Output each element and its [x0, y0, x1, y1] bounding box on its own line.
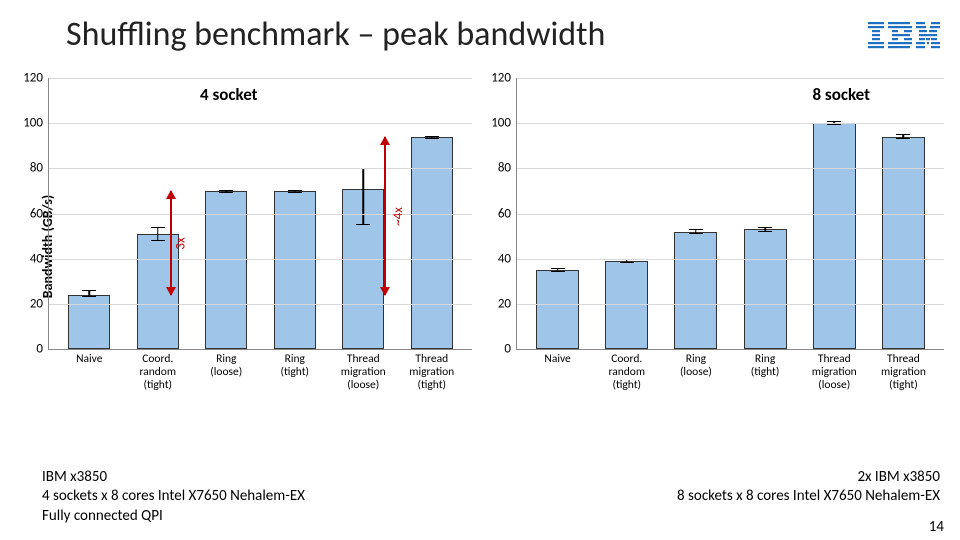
gridline — [517, 123, 944, 124]
x-label: Coord.random(tight) — [124, 353, 193, 393]
x-label: Threadmigration(tight) — [398, 353, 467, 393]
bar — [274, 191, 316, 349]
x-label: Coord.random(tight) — [592, 353, 661, 393]
bar — [536, 270, 579, 349]
y-tick: 0 — [504, 342, 511, 357]
gridline — [517, 259, 944, 260]
y-tick: 100 — [491, 116, 511, 131]
caption-right: 2x IBM x38508 sockets x 8 cores Intel X7… — [677, 468, 940, 527]
error-bar — [425, 136, 439, 139]
x-label: Ring(tight) — [731, 353, 800, 393]
y-tick: 80 — [30, 161, 43, 176]
x-label: Naive — [55, 353, 124, 393]
gridline — [49, 78, 472, 79]
error-bar — [219, 190, 233, 193]
bar — [605, 261, 648, 349]
chart-4-socket: 4 socket NaiveCoord.random(tight)Ring(lo… — [0, 78, 480, 408]
bar — [205, 191, 247, 349]
caption-left: IBM x38504 sockets x 8 cores Intel X7650… — [42, 468, 305, 527]
x-label: Threadmigration(tight) — [869, 353, 938, 393]
charts-container: Bandwidth (GB/s) 4 socket NaiveCoord.ran… — [0, 78, 960, 408]
error-bar — [288, 190, 302, 193]
x-label: Threadmigration(loose) — [329, 353, 398, 393]
error-bar — [896, 134, 910, 139]
y-tick: 60 — [30, 206, 43, 221]
gridline — [49, 168, 472, 169]
annotation-arrow — [384, 137, 386, 295]
error-bar — [356, 168, 370, 224]
slide-number: 14 — [929, 518, 944, 536]
x-label: Ring(tight) — [261, 353, 330, 393]
y-tick: 120 — [23, 71, 43, 86]
gridline — [517, 78, 944, 79]
annotation-label: ~4x — [391, 207, 406, 226]
ibm-logo — [868, 22, 940, 55]
x-label: Ring(loose) — [661, 353, 730, 393]
gridline — [49, 214, 472, 215]
y-tick: 80 — [498, 161, 511, 176]
gridline — [49, 304, 472, 305]
error-bar — [551, 268, 565, 273]
gridline — [49, 123, 472, 124]
y-tick: 40 — [30, 251, 43, 266]
error-bar — [151, 227, 165, 241]
plot-area-right: NaiveCoord.random(tight)Ring(loose)Ring(… — [516, 78, 944, 350]
y-tick: 20 — [30, 296, 43, 311]
y-tick: 100 — [23, 116, 43, 131]
y-tick: 40 — [498, 251, 511, 266]
bar — [674, 232, 717, 349]
x-label: Naive — [523, 353, 592, 393]
y-tick: 60 — [498, 206, 511, 221]
plot-area-left: NaiveCoord.random(tight)Ring(loose)Ring(… — [48, 78, 472, 350]
y-tick: 20 — [498, 296, 511, 311]
gridline — [49, 259, 472, 260]
captions: IBM x38504 sockets x 8 cores Intel X7650… — [42, 468, 940, 527]
x-label: Ring(loose) — [192, 353, 261, 393]
bar — [813, 123, 856, 349]
error-bar — [689, 229, 703, 234]
x-label: Threadmigration(loose) — [800, 353, 869, 393]
gridline — [517, 304, 944, 305]
annotation-label: 3x — [174, 237, 189, 249]
y-tick: 0 — [36, 342, 43, 357]
error-bar — [758, 227, 772, 232]
y-tick: 120 — [491, 71, 511, 86]
bar — [744, 229, 787, 349]
gridline — [517, 168, 944, 169]
annotation-arrow — [170, 191, 172, 295]
page-title: Shuffling benchmark – peak bandwidth — [66, 14, 605, 55]
error-bar — [82, 290, 96, 297]
chart-8-socket: 8 socket NaiveCoord.random(tight)Ring(lo… — [480, 78, 960, 408]
gridline — [517, 214, 944, 215]
